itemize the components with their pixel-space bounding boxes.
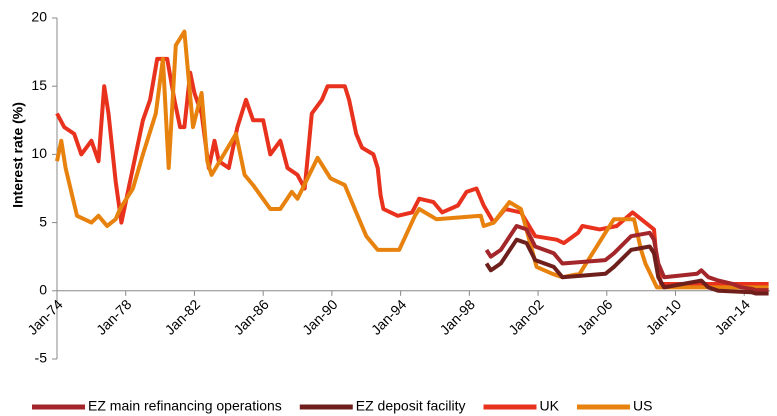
series-line [484, 224, 769, 293]
legend-label: EZ deposit facility [356, 398, 466, 414]
x-tick-label: Jan-94 [368, 296, 410, 338]
legend-label: UK [540, 398, 560, 414]
y-tick-label: 5 [39, 213, 47, 229]
x-tick-label: Jan-14 [711, 296, 753, 338]
y-tick-label: -5 [35, 350, 48, 366]
x-tick-label: Jan-82 [162, 296, 204, 338]
y-tick-label: 15 [31, 77, 47, 93]
x-tick-label: Jan-02 [505, 296, 547, 338]
x-tick-label: Jan-78 [93, 296, 135, 338]
y-tick-label: 10 [31, 145, 47, 161]
x-tick-label: Jan-74 [24, 296, 66, 338]
legend-label: US [633, 398, 652, 414]
series-line [55, 29, 769, 290]
x-tick-label: Jan-90 [299, 296, 341, 338]
y-tick-label: 0 [39, 282, 47, 298]
y-tick-label: 20 [31, 9, 47, 25]
legend-label: EZ main refinancing operations [88, 398, 282, 414]
series-line [55, 56, 769, 286]
y-axis-label: Interest rate (%) [10, 102, 26, 208]
x-tick-label: Jan-86 [230, 296, 272, 338]
x-tick-label: Jan-06 [574, 296, 616, 338]
series-line [484, 237, 769, 296]
x-tick-label: Jan-98 [436, 296, 478, 338]
x-tick-label: Jan-10 [643, 296, 685, 338]
